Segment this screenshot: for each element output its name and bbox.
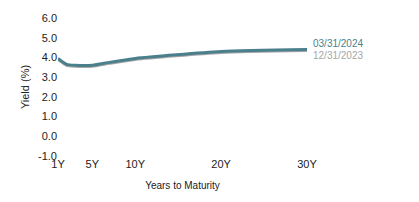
- svg-text:20Y: 20Y: [211, 158, 231, 170]
- svg-text:-1.0: -1.0: [38, 150, 57, 162]
- svg-text:12/31/2023: 12/31/2023: [313, 50, 363, 61]
- svg-text:2.0: 2.0: [42, 91, 57, 103]
- svg-text:3.0: 3.0: [42, 71, 57, 83]
- svg-text:5.0: 5.0: [42, 32, 57, 44]
- svg-text:4.0: 4.0: [42, 51, 57, 63]
- svg-text:6.0: 6.0: [42, 12, 57, 24]
- svg-text:1Y: 1Y: [51, 158, 65, 170]
- svg-text:03/31/2024: 03/31/2024: [313, 38, 363, 49]
- svg-text:10Y: 10Y: [125, 158, 145, 170]
- svg-text:5Y: 5Y: [86, 158, 100, 170]
- svg-text:Years to Maturity: Years to Maturity: [145, 180, 220, 191]
- svg-text:30Y: 30Y: [297, 158, 317, 170]
- svg-text:Yield (%): Yield (%): [19, 65, 31, 109]
- svg-text:0.0: 0.0: [42, 130, 57, 142]
- svg-text:1.0: 1.0: [42, 110, 57, 122]
